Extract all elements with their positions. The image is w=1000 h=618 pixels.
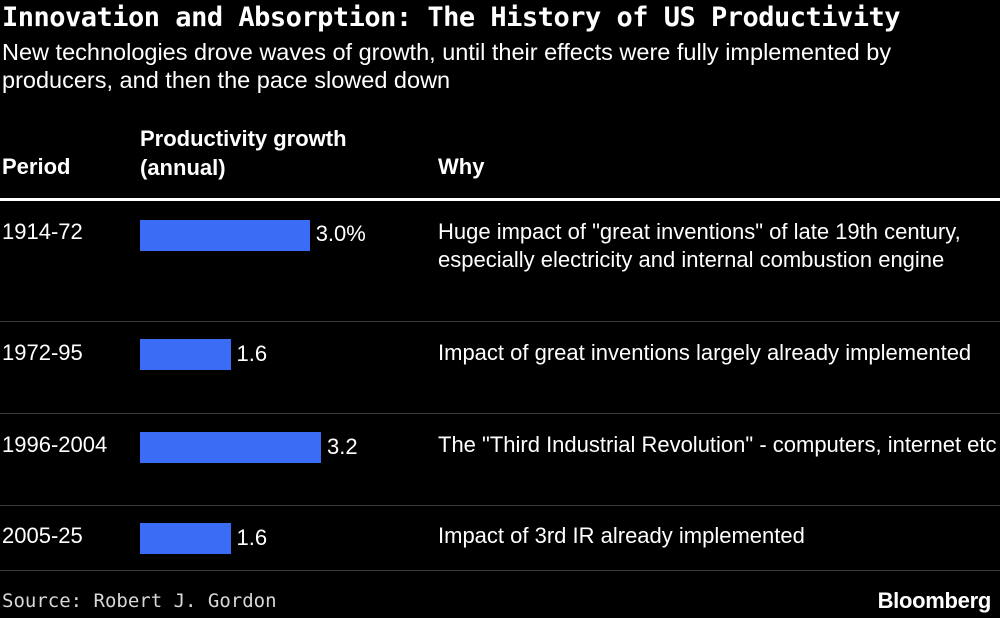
header-rule (0, 198, 1000, 201)
row-divider (0, 413, 1000, 414)
bar-value-label: 3.2 (327, 434, 358, 459)
period-label: 2005-25 (2, 523, 83, 548)
bar-2005-25 (140, 523, 231, 554)
row-divider (0, 570, 1000, 571)
why-text: The "Third Industrial Revolution" - comp… (438, 432, 997, 457)
column-header-why: Why (438, 154, 485, 179)
why-text: Impact of 3rd IR already implemented (438, 523, 805, 548)
period-label: 1914-72 (2, 219, 83, 244)
period-label: 1996-2004 (2, 432, 108, 457)
chart-subtitle: New technologies drove waves of growth, … (2, 39, 892, 93)
row-divider (0, 321, 1000, 322)
bar-value-label: 1.6 (236, 525, 268, 550)
period-label: 1972-95 (2, 340, 83, 365)
row-divider (0, 505, 1000, 506)
why-text: Huge impact of "great inventions" of lat… (438, 219, 961, 272)
bar-1972-95 (140, 339, 231, 370)
bar-value-label: 1.6 (236, 341, 268, 366)
why-text: Impact of great inventions largely alrea… (438, 340, 972, 365)
bloomberg-logo: Bloomberg (877, 588, 992, 613)
source-note: Source: Robert J. Gordon (2, 590, 277, 612)
bar-1914-72 (140, 220, 310, 251)
column-header-period: Period (2, 154, 71, 179)
column-header-growth: Productivity growth (annual) (140, 126, 347, 180)
bar-value-label: 3.0% (315, 221, 366, 246)
bar-1996-2004 (140, 432, 321, 463)
chart-title: Innovation and Absorption: The History o… (2, 2, 901, 33)
